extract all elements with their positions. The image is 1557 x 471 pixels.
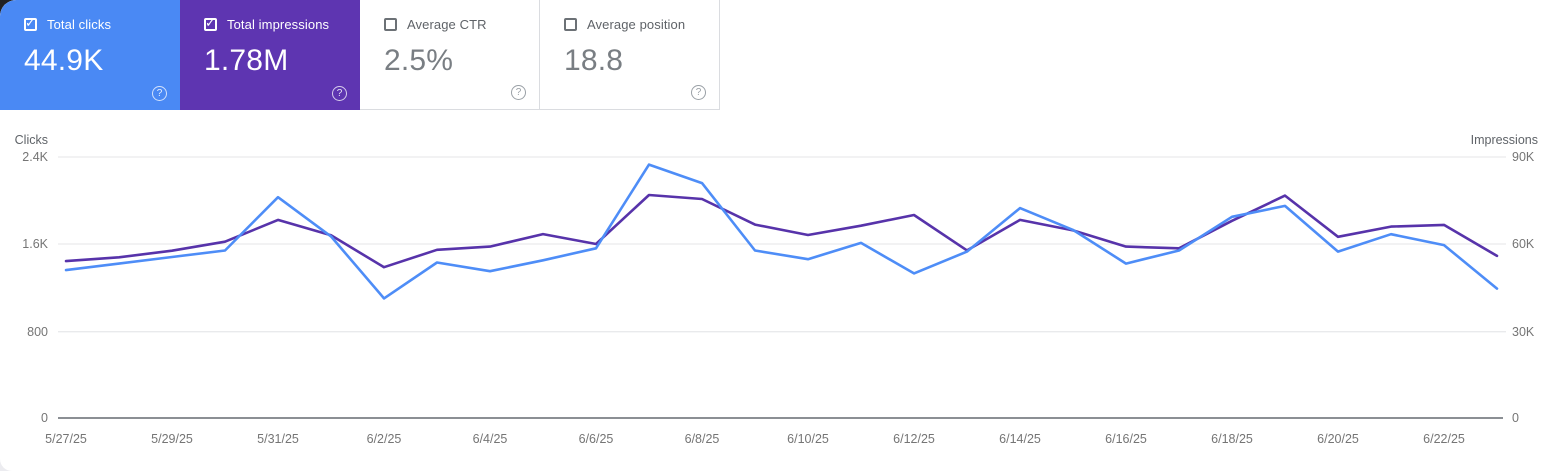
x-axis-tick: 6/14/25	[999, 432, 1041, 446]
x-axis-tick: 6/4/25	[472, 432, 508, 446]
right-axis-tick: 30K	[1512, 325, 1535, 339]
chart-canvas[interactable]	[0, 130, 1557, 471]
x-axis-tick: 6/18/25	[1211, 432, 1253, 446]
metric-label: Total impressions	[227, 17, 330, 32]
x-axis-tick: 6/22/25	[1423, 432, 1465, 446]
metric-value: 2.5%	[384, 44, 454, 77]
left-axis-tick: 0	[41, 411, 48, 425]
x-axis-tick: 6/12/25	[893, 432, 935, 446]
metric-label: Average CTR	[407, 17, 487, 32]
checkbox-total-impressions[interactable]: ✓	[204, 15, 217, 31]
x-axis-tick: 6/2/25	[366, 432, 402, 446]
x-axis-tick: 6/10/25	[787, 432, 829, 446]
checkmark-icon: ✓	[25, 15, 36, 30]
help-icon[interactable]: ?	[691, 85, 706, 100]
help-icon[interactable]: ?	[152, 86, 167, 101]
metric-label: Total clicks	[47, 17, 112, 32]
checkbox-total-clicks[interactable]: ✓	[24, 15, 37, 31]
right-axis-tick: 90K	[1512, 150, 1535, 164]
metric-value: 44.9K	[24, 44, 104, 77]
left-axis-tick: 800	[27, 325, 48, 339]
x-axis-tick: 6/8/25	[684, 432, 720, 446]
metric-value: 1.78M	[204, 44, 289, 77]
x-axis-tick: 6/6/25	[578, 432, 614, 446]
metric-cards-row: ✓ Total clicks 44.9K ? ✓ Total impressio…	[0, 0, 720, 110]
x-axis-tick: 5/27/25	[45, 432, 87, 446]
x-axis-tick: 6/20/25	[1317, 432, 1359, 446]
metric-card-total-clicks[interactable]: ✓ Total clicks 44.9K ?	[0, 0, 180, 110]
right-axis-title: Impressions	[1470, 133, 1538, 147]
x-axis-tick: 6/16/25	[1105, 432, 1147, 446]
checkbox-average-ctr[interactable]: ✓	[384, 18, 397, 31]
help-icon[interactable]: ?	[511, 85, 526, 100]
metric-label: Average position	[587, 17, 686, 32]
right-axis-tick: 0	[1512, 411, 1519, 425]
left-axis-tick: 1.6K	[22, 237, 48, 251]
left-axis-title: Clicks	[14, 133, 48, 147]
x-axis-tick: 5/31/25	[257, 432, 299, 446]
metric-card-total-impressions[interactable]: ✓ Total impressions 1.78M ?	[180, 0, 360, 110]
performance-chart[interactable]: Clicks Impressions 2.4K 1.6K 800 0 90K 6…	[0, 130, 1557, 471]
metric-card-average-ctr[interactable]: ✓ Average CTR 2.5% ?	[360, 0, 540, 110]
metric-card-average-position[interactable]: ✓ Average position 18.8 ?	[540, 0, 720, 110]
checkmark-icon: ✓	[205, 15, 216, 30]
x-axis-tick: 5/29/25	[151, 432, 193, 446]
metric-value: 18.8	[564, 44, 624, 77]
help-icon[interactable]: ?	[332, 86, 347, 101]
left-axis-tick: 2.4K	[22, 150, 48, 164]
right-axis-tick: 60K	[1512, 237, 1535, 251]
checkbox-average-position[interactable]: ✓	[564, 18, 577, 31]
